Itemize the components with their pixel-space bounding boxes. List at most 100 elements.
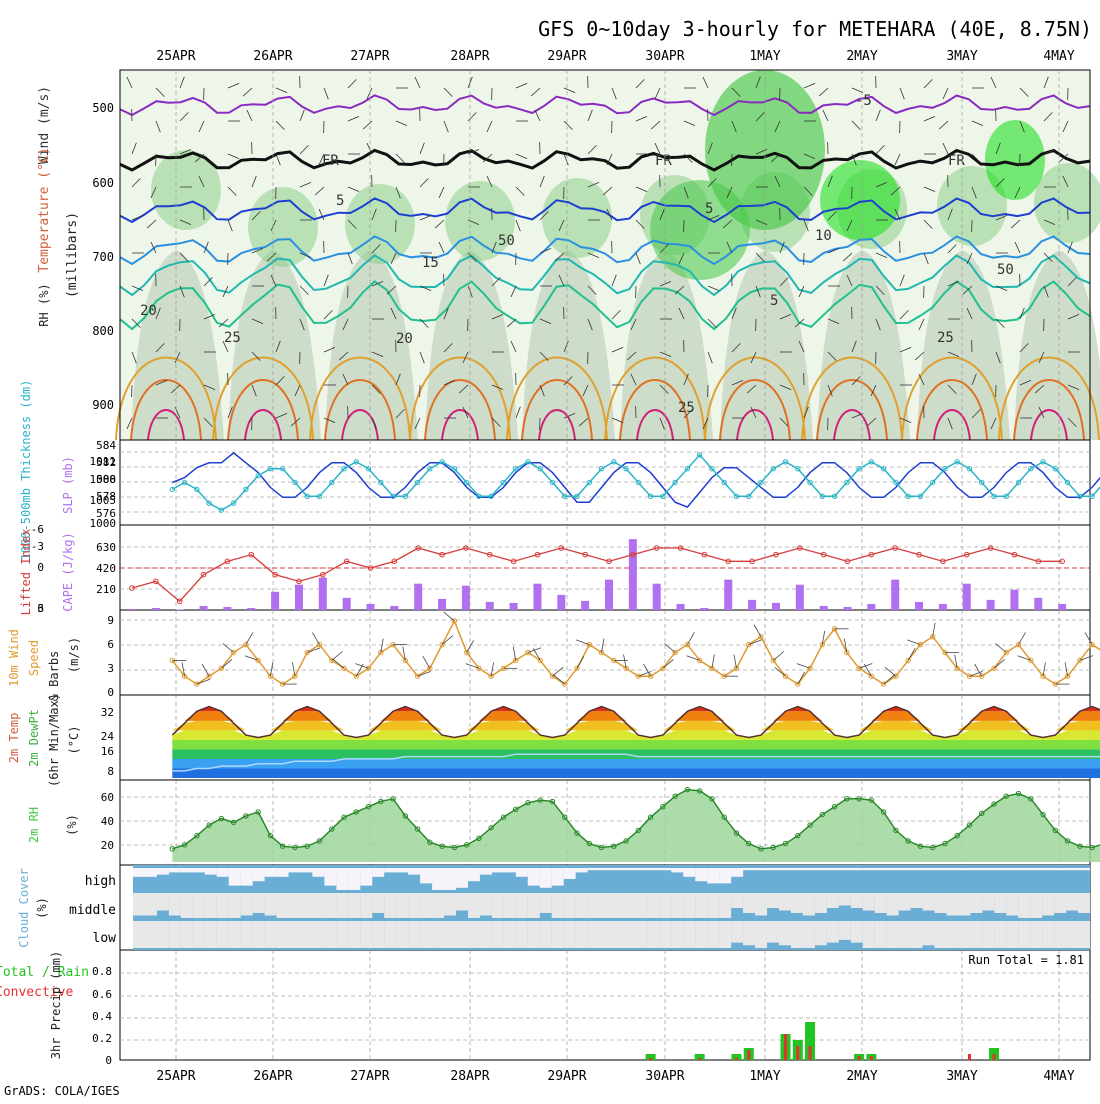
cloud-high-gap — [707, 868, 719, 883]
slp-tick: 1008 — [90, 473, 117, 486]
slp-tick: 1011 — [90, 455, 117, 468]
cloud-low-gap — [659, 921, 671, 948]
cloud-low-gap — [300, 921, 312, 948]
cloud-high-gap — [1078, 868, 1090, 870]
cape-bar — [748, 600, 756, 610]
cloud-middle-gap — [923, 893, 935, 911]
slp-label: SLP (mb) — [61, 456, 75, 514]
date-label-top: 1MAY — [749, 49, 780, 64]
cloud-low-gap — [1078, 921, 1090, 948]
cloud-low-gap — [1042, 921, 1054, 948]
cloud-high-gap — [552, 868, 564, 886]
thickness-tick: 584 — [96, 439, 116, 452]
cape-bar — [844, 607, 852, 610]
precip-convective-bar — [649, 1058, 652, 1060]
lifted-index-tick: -6 — [31, 523, 44, 536]
cloud-high-gap — [612, 868, 624, 870]
contour-label: FR — [655, 153, 672, 169]
cloud-low-gap — [647, 921, 659, 948]
mb-tick: 800 — [92, 324, 114, 338]
cloud-low-gap — [707, 921, 719, 948]
cloud-middle-gap — [157, 893, 169, 911]
cloud-high-gap — [1054, 868, 1066, 870]
cloud-high-gap — [396, 868, 408, 872]
cloud-high-gap — [779, 868, 791, 870]
cloud-high-gap — [946, 868, 958, 870]
cloud-middle-gap — [911, 893, 923, 908]
cloud-middle-gap — [468, 893, 480, 918]
cloud-high-gap — [743, 868, 755, 870]
lifted-index-tick: 0 — [37, 561, 44, 574]
precip-tick: 0.8 — [92, 965, 112, 978]
wind-barb-10m — [773, 651, 784, 660]
cloud-low-gap — [504, 921, 516, 948]
cape-bar — [486, 602, 494, 610]
cloud-middle-gap — [420, 893, 432, 918]
temp2m-label-a: 2m Temp — [7, 713, 21, 764]
cloud-middle-gap — [408, 893, 420, 918]
cloud-high-gap — [899, 868, 911, 870]
cape-bar — [533, 584, 541, 610]
cloud-low-gap — [899, 921, 911, 948]
cloud-level-label: middle — [69, 903, 116, 918]
cloud-low-gap — [827, 921, 839, 943]
date-label-top: 2MAY — [846, 49, 877, 64]
cloud-level-label: low — [93, 931, 117, 946]
date-label-bottom: 26APR — [253, 1069, 292, 1084]
wind10-label-b: Speed — [27, 640, 41, 676]
wind-barb-10m — [467, 640, 474, 652]
wind-barb-10m — [908, 648, 915, 660]
cloud-low-gap — [946, 921, 958, 948]
date-label-bottom: 1MAY — [749, 1069, 780, 1084]
cape-bar — [653, 584, 661, 610]
date-label-top: 3MAY — [946, 49, 977, 64]
cloud-low-gap — [420, 921, 432, 948]
cloud-high-gap — [839, 868, 851, 870]
cloud-middle-gap — [887, 893, 899, 916]
cloud-middle-gap — [265, 893, 277, 916]
cloud-high-gap — [157, 868, 169, 875]
cape-tick: 420 — [96, 562, 116, 575]
cloud-low-gap — [803, 921, 815, 948]
cloud-high-gap — [229, 868, 241, 886]
cape-bar — [247, 608, 255, 610]
cloud-low-gap — [360, 921, 372, 948]
cloud-high-gap — [181, 868, 193, 872]
date-label-bottom: 30APR — [645, 1069, 684, 1084]
cloud-high-gap — [994, 868, 1006, 870]
cloud-low-gap — [588, 921, 600, 948]
cape-bar — [176, 609, 184, 610]
cloud-low-gap — [612, 921, 624, 948]
cloud-low-gap — [671, 921, 683, 948]
rh-shade-area — [345, 184, 415, 264]
cloud-high-gap — [540, 868, 552, 888]
cloud-label-b: (%) — [35, 897, 49, 919]
temp2m-label-d: (°C) — [67, 726, 81, 755]
cape-bar — [438, 599, 446, 610]
cloud-high-gap — [133, 868, 145, 877]
cloud-high-gap — [564, 868, 576, 879]
cloud-high-gap — [528, 868, 540, 886]
rh-tick: 60 — [101, 791, 114, 804]
cloud-middle-gap — [1030, 893, 1042, 918]
cloud-high-gap — [492, 868, 504, 872]
date-label-bottom: 28APR — [450, 1069, 489, 1084]
cloud-low-gap — [635, 921, 647, 948]
cloud-low-gap — [253, 921, 265, 948]
wind-barb-10m — [1019, 632, 1026, 644]
contour-label: 5 — [770, 293, 778, 309]
cloud-middle-gap — [300, 893, 312, 918]
cloud-high-gap — [324, 868, 336, 886]
mb-tick: 500 — [92, 101, 114, 115]
wind-barb-10m — [312, 633, 319, 645]
cloud-low-gap — [564, 921, 576, 948]
cloud-low-gap — [277, 921, 289, 948]
cloud-low-gap — [970, 921, 982, 948]
cloud-high-gap — [647, 868, 659, 870]
cape-bar — [987, 600, 995, 610]
cape-bar — [939, 604, 947, 610]
precip-convective-bar — [858, 1056, 861, 1060]
cloud-middle-gap — [205, 893, 217, 918]
cloud-low-gap — [492, 921, 504, 948]
cloud-high-gap — [767, 868, 779, 870]
